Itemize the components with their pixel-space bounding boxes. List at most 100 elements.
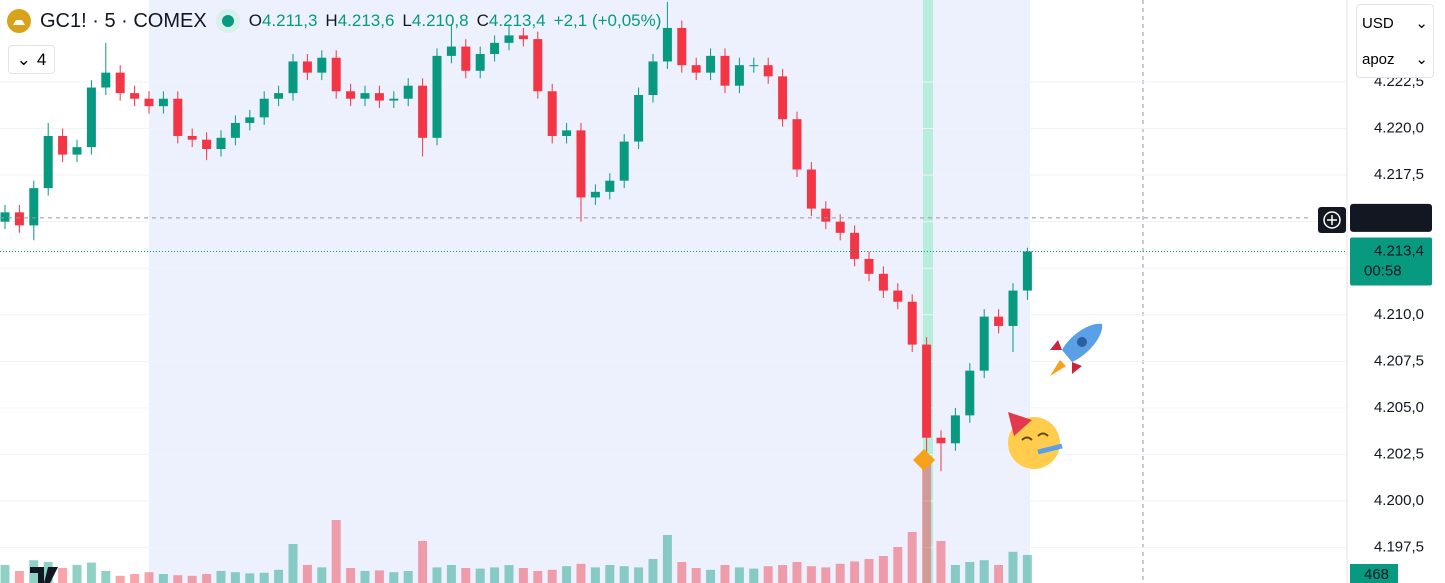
volume-bar (950, 565, 960, 583)
volume-bar (230, 572, 240, 583)
volume-bar (461, 568, 471, 583)
volume-bar (14, 571, 24, 583)
volume-bar (590, 567, 600, 583)
volume-bar (1022, 554, 1032, 583)
y-tick-label: 4.197,5 (1374, 539, 1424, 556)
candle-body (533, 39, 543, 92)
candle-body (14, 212, 24, 226)
volume-bar (274, 569, 284, 583)
candle-body (446, 46, 456, 56)
y-tick-label: 4.207,5 (1374, 352, 1424, 369)
y-tick-label: 4.200,0 (1374, 492, 1424, 509)
candle-body (648, 61, 658, 95)
candle-body (864, 258, 874, 274)
ohlc-value: 4.213,4 (488, 11, 546, 30)
y-tick-label: 4.220,0 (1374, 119, 1424, 136)
candle-body (605, 180, 615, 192)
volume-bar (994, 565, 1004, 583)
currency-select[interactable]: USD ⌄ (1357, 5, 1433, 41)
candle-body (893, 290, 903, 302)
volume-bar (86, 562, 96, 583)
crosshair-label-bg (1350, 203, 1432, 232)
ohlc-low: L4.210,8 (402, 11, 468, 31)
status-dot (215, 9, 240, 33)
symbol-logo (7, 9, 31, 33)
candle-body (763, 65, 773, 77)
candle-body (1022, 251, 1032, 291)
candle-body (518, 35, 528, 40)
candle-body (922, 344, 932, 438)
ohlc-open: O4.211,3 (249, 11, 318, 31)
y-tick-label: 4.205,0 (1374, 399, 1424, 416)
add-icon-plus (1327, 215, 1337, 225)
ohlc-value: 4.210,8 (411, 11, 469, 30)
candle-body (245, 117, 255, 123)
bar-highlight (923, 0, 933, 583)
candle-body (216, 137, 226, 150)
last-price-bg (1350, 237, 1432, 286)
candle-body (144, 98, 154, 107)
volume-bar (922, 460, 932, 583)
ohlc-key: H (325, 11, 338, 30)
volume-label-bg (1350, 564, 1398, 583)
volume-bar (547, 569, 557, 583)
add-icon[interactable] (1323, 211, 1341, 229)
ohlc-high: H4.213,6 (325, 11, 394, 31)
candle-body (965, 370, 975, 416)
volume-bar (835, 563, 845, 583)
candle-body (878, 273, 888, 291)
candle-body (720, 55, 730, 86)
volume-bar (158, 574, 168, 583)
candle-body (202, 139, 212, 150)
candle-body (806, 169, 816, 209)
symbol[interactable]: GC1! · 5 · COMEX (40, 9, 207, 32)
candle-body (317, 57, 327, 73)
volume-bar (490, 567, 500, 583)
volume-bar (115, 575, 125, 583)
volume-bar (72, 565, 82, 583)
volume-bar (619, 566, 629, 583)
volume-label: 468 (1364, 566, 1389, 583)
candle-body (821, 208, 831, 222)
candle-body (778, 76, 788, 120)
candle-body (259, 98, 269, 118)
volume-bar (0, 565, 10, 583)
candle-body (274, 93, 284, 99)
volume-bar (374, 570, 384, 583)
layout-toggle[interactable]: ⌄ 4 (8, 45, 55, 74)
party-emoji (1008, 412, 1063, 469)
volume-bar (288, 544, 298, 583)
unit-select[interactable]: apoz ⌄ (1357, 41, 1433, 77)
candle-body (979, 316, 989, 371)
currency-box: USD ⌄ apoz ⌄ (1356, 4, 1434, 78)
volume-bar (706, 569, 716, 583)
volume-bar (144, 572, 154, 583)
last-price-label: 4.213,4 (1374, 242, 1424, 259)
ohlc-key: O (248, 11, 262, 30)
candle-body (590, 191, 600, 198)
candle-body (691, 65, 701, 73)
volume-bar (677, 562, 687, 583)
chevron: ⌄ (16, 49, 31, 69)
volume-bar (418, 541, 428, 583)
volume-bar (821, 567, 831, 583)
candle-body (389, 98, 399, 101)
candle-body (58, 135, 68, 155)
candle-body (490, 42, 500, 55)
volume-bar (734, 567, 744, 583)
volume-bar (1008, 551, 1018, 583)
candle-body (187, 135, 197, 140)
candle-body (158, 98, 168, 107)
ohlc-close: C4.213,4 (477, 11, 546, 31)
ohlc-value: 4.211,3 (261, 11, 318, 30)
volume-bar (446, 565, 456, 583)
crosshair-label: 4.215,2 (1374, 209, 1424, 226)
volume-bar (533, 571, 543, 583)
candle-body (432, 55, 442, 138)
candle-body (230, 122, 240, 138)
candle-body (173, 98, 183, 136)
volume-bar (259, 572, 269, 583)
chevron: ⌄ (1415, 51, 1428, 68)
candle-body (302, 61, 312, 73)
